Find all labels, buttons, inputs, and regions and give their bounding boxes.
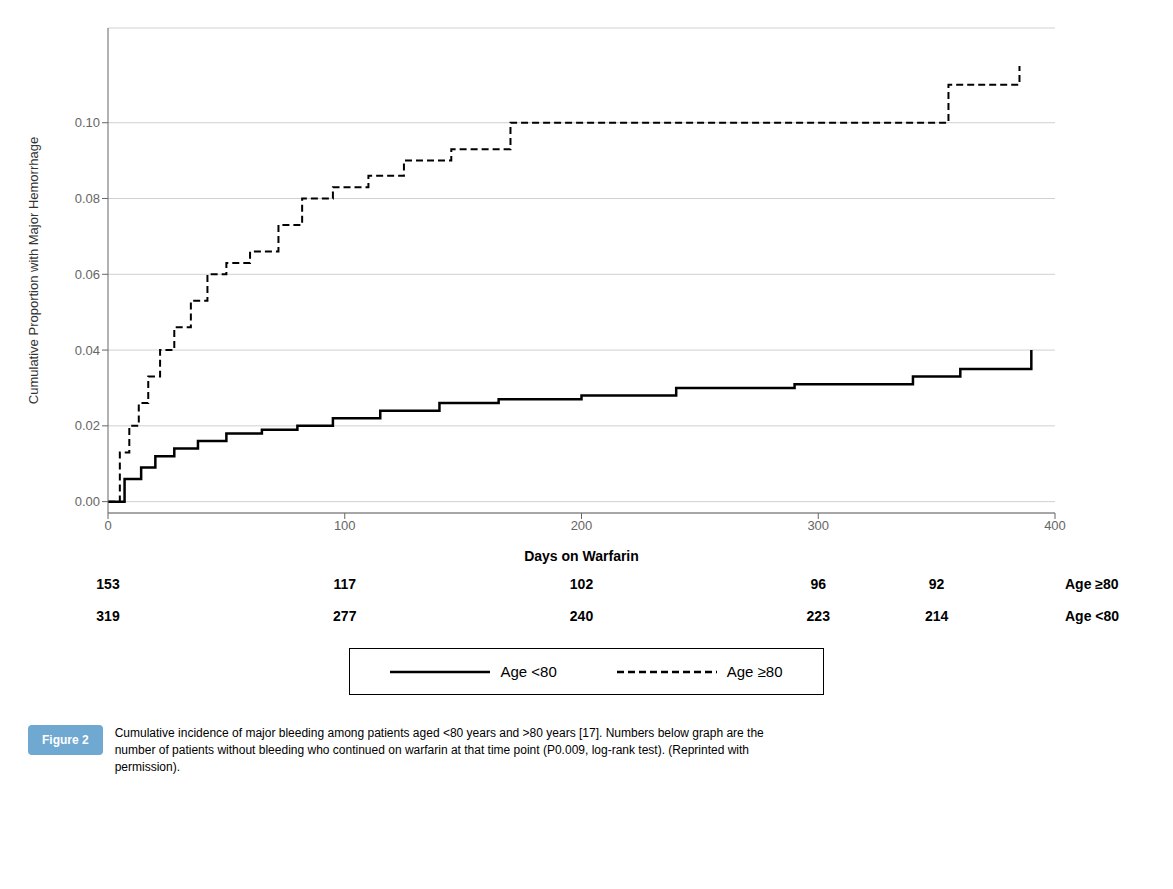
svg-text:0.08: 0.08 bbox=[75, 191, 100, 206]
html-text:permission).: permission). bbox=[114, 759, 180, 774]
svg-text:0.06: 0.06 bbox=[75, 267, 100, 282]
html-text:number of patients without ble: number of patients without bleeding who … bbox=[114, 742, 749, 757]
html-text:153: 153 bbox=[96, 576, 120, 592]
html-text:117: 117 bbox=[333, 576, 356, 592]
svg-text:Cumulative Proportion with Maj: Cumulative Proportion with Major Hemorrh… bbox=[26, 137, 41, 404]
html-text:277: 277 bbox=[333, 608, 357, 624]
html-text:Age ≥80: Age ≥80 bbox=[1065, 576, 1119, 592]
svg-text:Days on Warfarin: Days on Warfarin bbox=[524, 548, 639, 564]
svg-text:0.10: 0.10 bbox=[75, 115, 100, 130]
svg-text:0.02: 0.02 bbox=[75, 418, 100, 433]
html-text:223: 223 bbox=[806, 608, 830, 624]
svg-text:400: 400 bbox=[1044, 518, 1066, 533]
html-text:Cumulative incidence of major: Cumulative incidence of major bleeding a… bbox=[114, 726, 764, 740]
svg-text:0: 0 bbox=[104, 518, 111, 533]
svg-text:200: 200 bbox=[571, 518, 593, 533]
html-text:Figure 2: Figure 2 bbox=[42, 733, 89, 747]
svg-text:300: 300 bbox=[807, 518, 829, 533]
html-text:96: 96 bbox=[810, 576, 826, 592]
html-text:Age <80: Age <80 bbox=[500, 663, 557, 680]
html-text:214: 214 bbox=[924, 608, 949, 624]
html-text:319: 319 bbox=[96, 608, 120, 624]
html-text:92: 92 bbox=[928, 576, 945, 592]
html-text:240: 240 bbox=[569, 608, 594, 624]
svg-text:100: 100 bbox=[334, 518, 356, 533]
svg-text:0.00: 0.00 bbox=[75, 494, 100, 509]
html-text:102: 102 bbox=[569, 576, 594, 592]
html-text:Age ≥80: Age ≥80 bbox=[726, 663, 783, 680]
html-text:Age <80: Age <80 bbox=[1065, 608, 1120, 624]
svg-text:0.04: 0.04 bbox=[75, 343, 100, 358]
